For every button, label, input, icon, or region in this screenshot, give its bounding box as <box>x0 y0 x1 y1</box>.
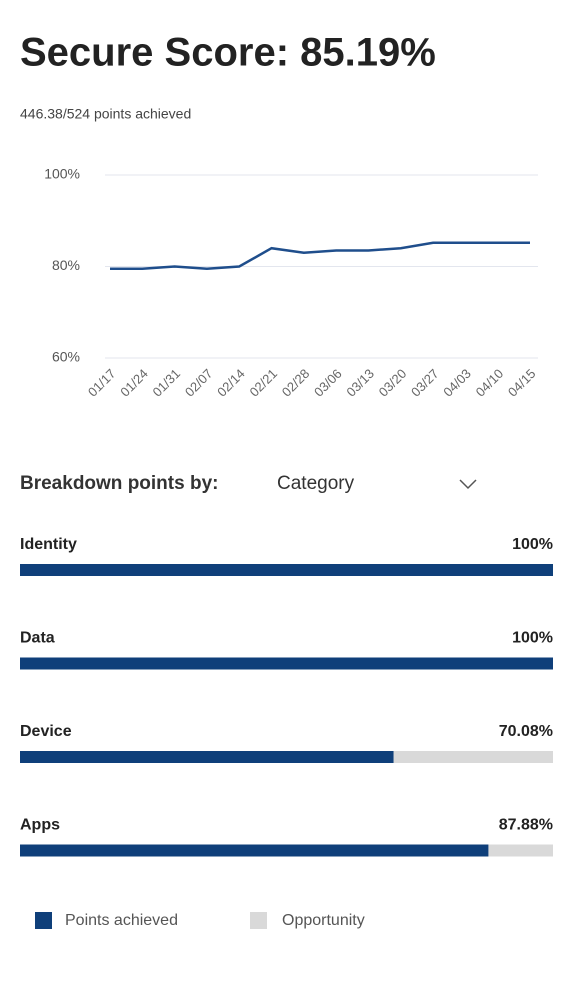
y-tick-label: 60% <box>52 349 80 365</box>
x-tick-label: 02/07 <box>182 366 216 400</box>
x-tick-label: 01/31 <box>150 366 184 400</box>
x-tick-label: 04/10 <box>473 366 507 400</box>
chevron[interactable] <box>459 479 477 490</box>
x-tick-label: 04/03 <box>440 366 474 400</box>
breakdown-label: Breakdown points by: <box>20 473 218 494</box>
category-label: Apps <box>20 817 60 834</box>
subtitle: 446.38/524 points achieved <box>20 106 191 122</box>
x-tick-label: 01/24 <box>117 366 151 400</box>
x-tick-label: 01/17 <box>85 366 119 400</box>
x-tick-label: 04/15 <box>505 366 539 400</box>
x-tick-label: 03/13 <box>343 366 377 400</box>
legend-swatch <box>35 912 52 929</box>
bar <box>20 844 489 857</box>
score-line <box>110 241 531 271</box>
dropdown-value[interactable]: Category <box>277 473 355 494</box>
dropdown[interactable]: Category <box>277 473 477 494</box>
value-label: 100% <box>512 630 553 647</box>
value-label: 70.08% <box>499 723 553 740</box>
legend-label: Opportunity <box>282 912 365 929</box>
x-tick-label: 03/06 <box>311 366 345 400</box>
value-label: 87.88% <box>499 817 553 834</box>
x-tick-label: 03/27 <box>408 366 442 400</box>
legend-swatch <box>250 912 267 929</box>
x-tick-label: 02/14 <box>214 366 248 400</box>
category-label: Device <box>20 723 72 740</box>
title: Secure Score: 85.19% <box>20 31 436 75</box>
legend-label: Points achieved <box>65 912 178 929</box>
x-tick-label: 03/20 <box>376 366 410 400</box>
category-label: Data <box>20 630 55 647</box>
bar <box>20 751 394 763</box>
category-label: Identity <box>20 536 77 553</box>
x-tick-label: 02/28 <box>279 366 313 400</box>
bar <box>20 657 553 670</box>
x-tick-label: 02/21 <box>246 366 280 400</box>
y-tick-label: 100% <box>44 166 80 182</box>
bar <box>20 564 553 576</box>
value-label: 100% <box>512 536 553 553</box>
y-tick-label: 80% <box>52 257 80 273</box>
